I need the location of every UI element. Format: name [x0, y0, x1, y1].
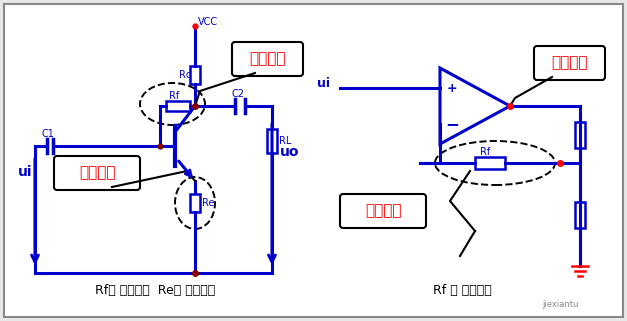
Text: 间接输出: 间接输出	[79, 166, 115, 180]
FancyBboxPatch shape	[4, 4, 623, 317]
Text: ui: ui	[18, 165, 32, 179]
Text: Rc: Rc	[179, 70, 191, 80]
Bar	[575, 202, 585, 228]
Text: jiexiantu: jiexiantu	[542, 300, 578, 309]
Text: Re: Re	[202, 198, 214, 208]
Text: C2: C2	[231, 89, 245, 99]
Text: 直接输出: 直接输出	[551, 56, 587, 71]
Text: VCC: VCC	[198, 17, 218, 27]
FancyBboxPatch shape	[340, 194, 426, 228]
Bar	[190, 66, 200, 84]
FancyBboxPatch shape	[232, 42, 303, 76]
FancyBboxPatch shape	[54, 156, 140, 190]
Text: Rf: Rf	[169, 91, 180, 101]
Bar	[475, 157, 505, 169]
Text: −: −	[445, 115, 459, 133]
Text: RL: RL	[279, 136, 292, 146]
Text: uo: uo	[280, 145, 300, 159]
Bar	[575, 122, 585, 148]
Text: +: +	[446, 82, 457, 94]
Text: 间接输出: 间接输出	[365, 204, 401, 219]
Bar	[166, 101, 189, 111]
Text: ui: ui	[317, 77, 330, 90]
Text: C1: C1	[41, 129, 55, 139]
Text: 直接输出: 直接输出	[249, 51, 285, 66]
FancyBboxPatch shape	[534, 46, 605, 80]
Text: Rf ： 电流反馈: Rf ： 电流反馈	[433, 284, 492, 298]
Text: Rf: Rf	[480, 147, 490, 157]
Text: Rf： 电压反馈  Re： 电流反馈: Rf： 电压反馈 Re： 电流反馈	[95, 284, 215, 298]
Bar	[190, 194, 200, 212]
Bar	[267, 129, 277, 153]
